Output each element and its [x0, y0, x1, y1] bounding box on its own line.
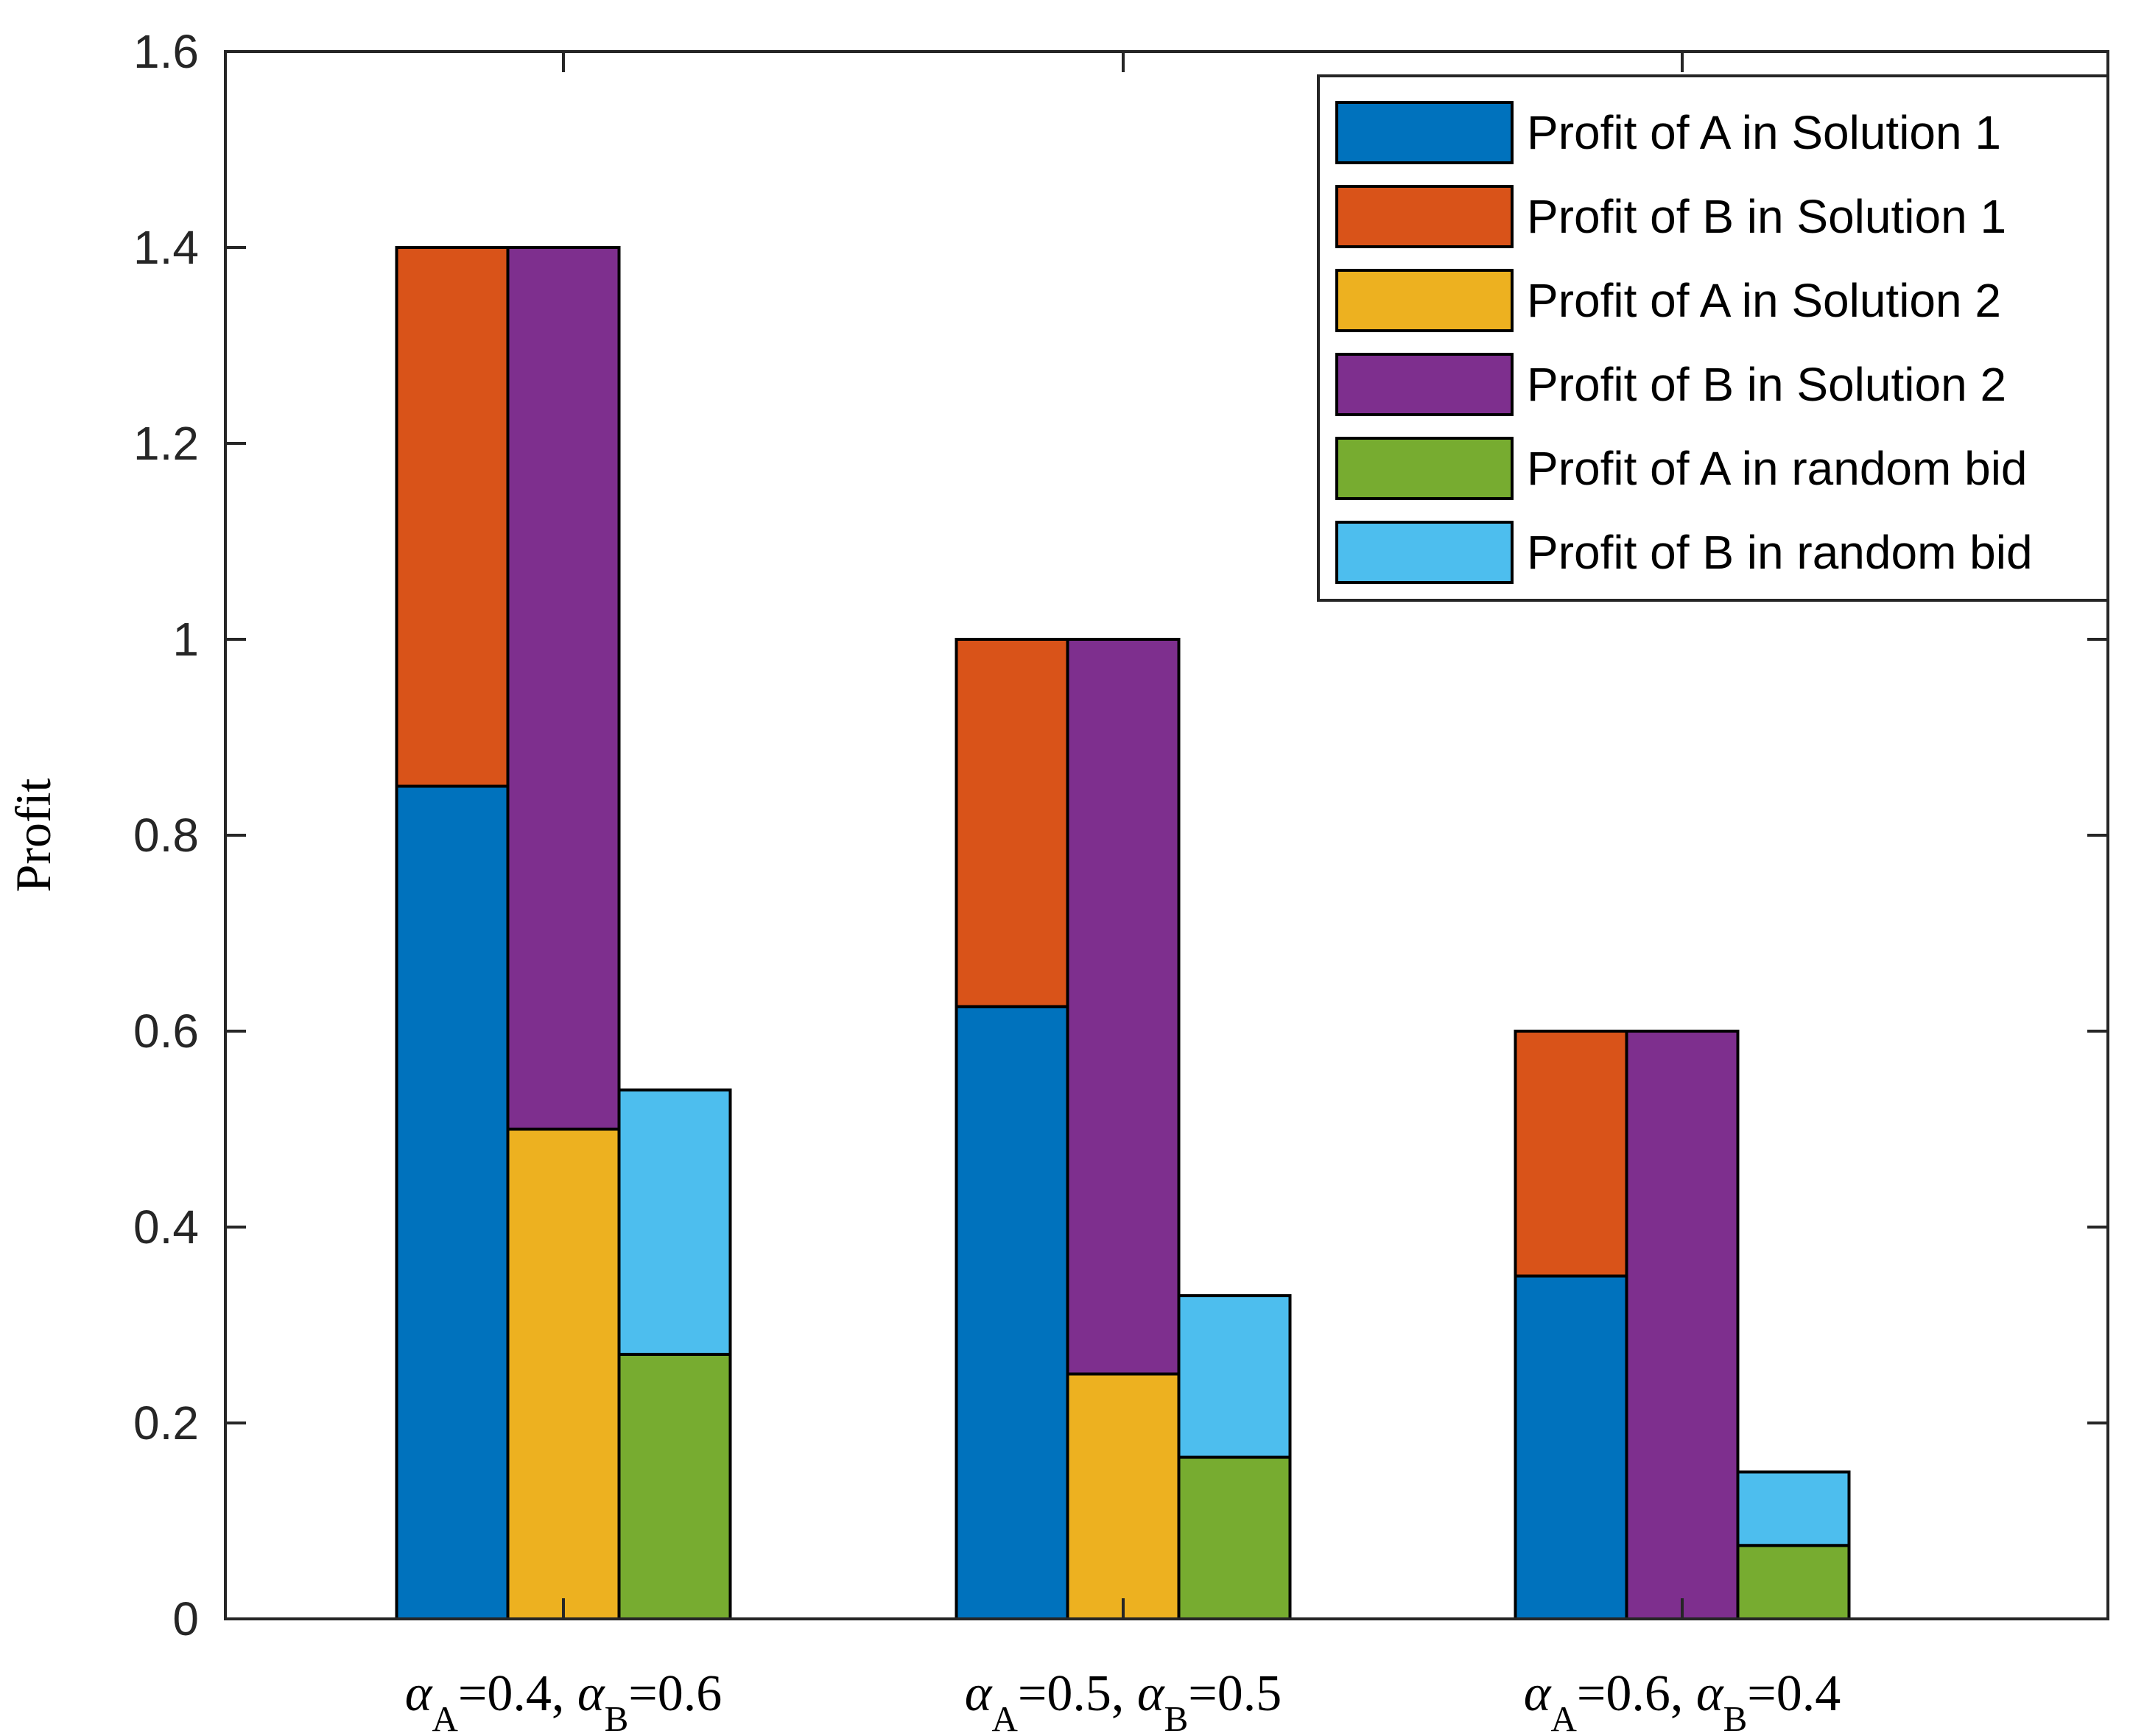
- x-tick-label-2: αA=0.6, αB=0.4: [1524, 1665, 1841, 1732]
- bar-segment-g0-b2-s0: [617, 1352, 732, 1621]
- legend-swatch-0: [1335, 101, 1514, 164]
- bar-segment-g0-b0-s0: [395, 784, 510, 1620]
- bar-segment-g1-b2-s0: [1177, 1455, 1292, 1621]
- y-tick-label-5: 1: [172, 613, 199, 666]
- bar-segment-g1-b0-s0: [955, 1005, 1069, 1620]
- legend-swatch-4: [1335, 437, 1514, 500]
- bar-segment-g1-b1-s0: [1066, 1372, 1181, 1620]
- x-tick-label-2-eq1: =0.6,: [1577, 1665, 1696, 1722]
- x-tick-label-0-sa: A: [432, 1698, 458, 1733]
- y-tick-label-0: 0: [172, 1592, 199, 1645]
- x-tick-label-0-eq2: =0.6: [628, 1665, 722, 1722]
- bar-segment-g1-b2-s1: [1177, 1294, 1292, 1459]
- x-tick-label-1-b: α: [1137, 1665, 1165, 1722]
- x-tick-label-1-a: α: [965, 1665, 993, 1722]
- y-tick-label-4: 0.8: [133, 809, 199, 862]
- x-tick-label-0-eq1: =0.4,: [458, 1665, 577, 1722]
- y-tick-label-3: 0.6: [133, 1005, 199, 1058]
- x-tick-label-0-b: α: [577, 1665, 605, 1722]
- legend-label-1: Profit of B in Solution 1: [1527, 190, 2006, 243]
- y-tick-label-1: 0.2: [133, 1396, 199, 1449]
- x-tick-label-2-b: α: [1696, 1665, 1724, 1722]
- legend-label-5: Profit of B in random bid: [1527, 526, 2033, 579]
- legend-label-3: Profit of B in Solution 2: [1527, 358, 2006, 411]
- y-tick-label-8: 1.6: [133, 25, 199, 78]
- x-tick-label-2-eq2: =0.4: [1747, 1665, 1841, 1722]
- bar-segment-g2-b2-s1: [1736, 1470, 1851, 1547]
- legend-swatch-2: [1335, 269, 1514, 332]
- legend-swatch-5: [1335, 521, 1514, 584]
- x-tick-label-0-a: α: [405, 1665, 433, 1722]
- y-tick-label-6: 1.2: [133, 417, 199, 470]
- legend-label-2: Profit of A in Solution 2: [1527, 274, 2001, 327]
- x-tick-label-0: αA=0.4, αB=0.6: [405, 1665, 723, 1732]
- x-tick-label-1-eq1: =0.5,: [1018, 1665, 1137, 1722]
- legend: Profit of A in Solution 1 Profit of B in …: [1317, 74, 2109, 602]
- legend-swatch-1: [1335, 185, 1514, 248]
- x-tick-label-0-sb: B: [605, 1698, 629, 1733]
- legend-swatch-3: [1335, 353, 1514, 416]
- bar-segment-g2-b1-s1: [1625, 1030, 1740, 1620]
- axes-layer: 00.20.40.60.811.21.41.6αA=0.4, αB=0.6 αA=…: [5, 25, 2109, 1736]
- legend-label-4: Profit of A in random bid: [1527, 442, 2028, 495]
- x-tick-label-1-sb: B: [1164, 1698, 1189, 1733]
- bar-segment-g0-b2-s1: [617, 1088, 732, 1356]
- x-tick-label-2-a: α: [1524, 1665, 1552, 1722]
- x-tick-label-1-eq2: =0.5: [1188, 1665, 1282, 1722]
- bars-layer: [395, 246, 1851, 1621]
- y-tick-label-7: 1.4: [133, 221, 199, 274]
- x-tick-label-1-sa: A: [991, 1698, 1018, 1733]
- x-tick-label-1: αA=0.5, αB=0.5: [965, 1665, 1282, 1732]
- bar-segment-g0-b0-s1: [395, 246, 510, 788]
- x-tick-label-2-sa: A: [1550, 1698, 1577, 1733]
- bar-segment-g2-b2-s0: [1736, 1544, 1851, 1620]
- x-tick-label-2-sb: B: [1723, 1698, 1748, 1733]
- y-axis-label: Profit: [5, 778, 61, 892]
- bar-segment-g0-b1-s0: [506, 1128, 621, 1620]
- bar-segment-g2-b0-s0: [1514, 1274, 1628, 1620]
- legend-label-0: Profit of A in Solution 1: [1527, 106, 2001, 159]
- bar-segment-g1-b1-s1: [1066, 638, 1181, 1376]
- bar-segment-g0-b1-s1: [506, 246, 621, 1131]
- bar-segment-g2-b0-s1: [1514, 1030, 1628, 1278]
- bar-segment-g1-b0-s1: [955, 638, 1069, 1008]
- y-tick-label-2: 0.4: [133, 1201, 199, 1254]
